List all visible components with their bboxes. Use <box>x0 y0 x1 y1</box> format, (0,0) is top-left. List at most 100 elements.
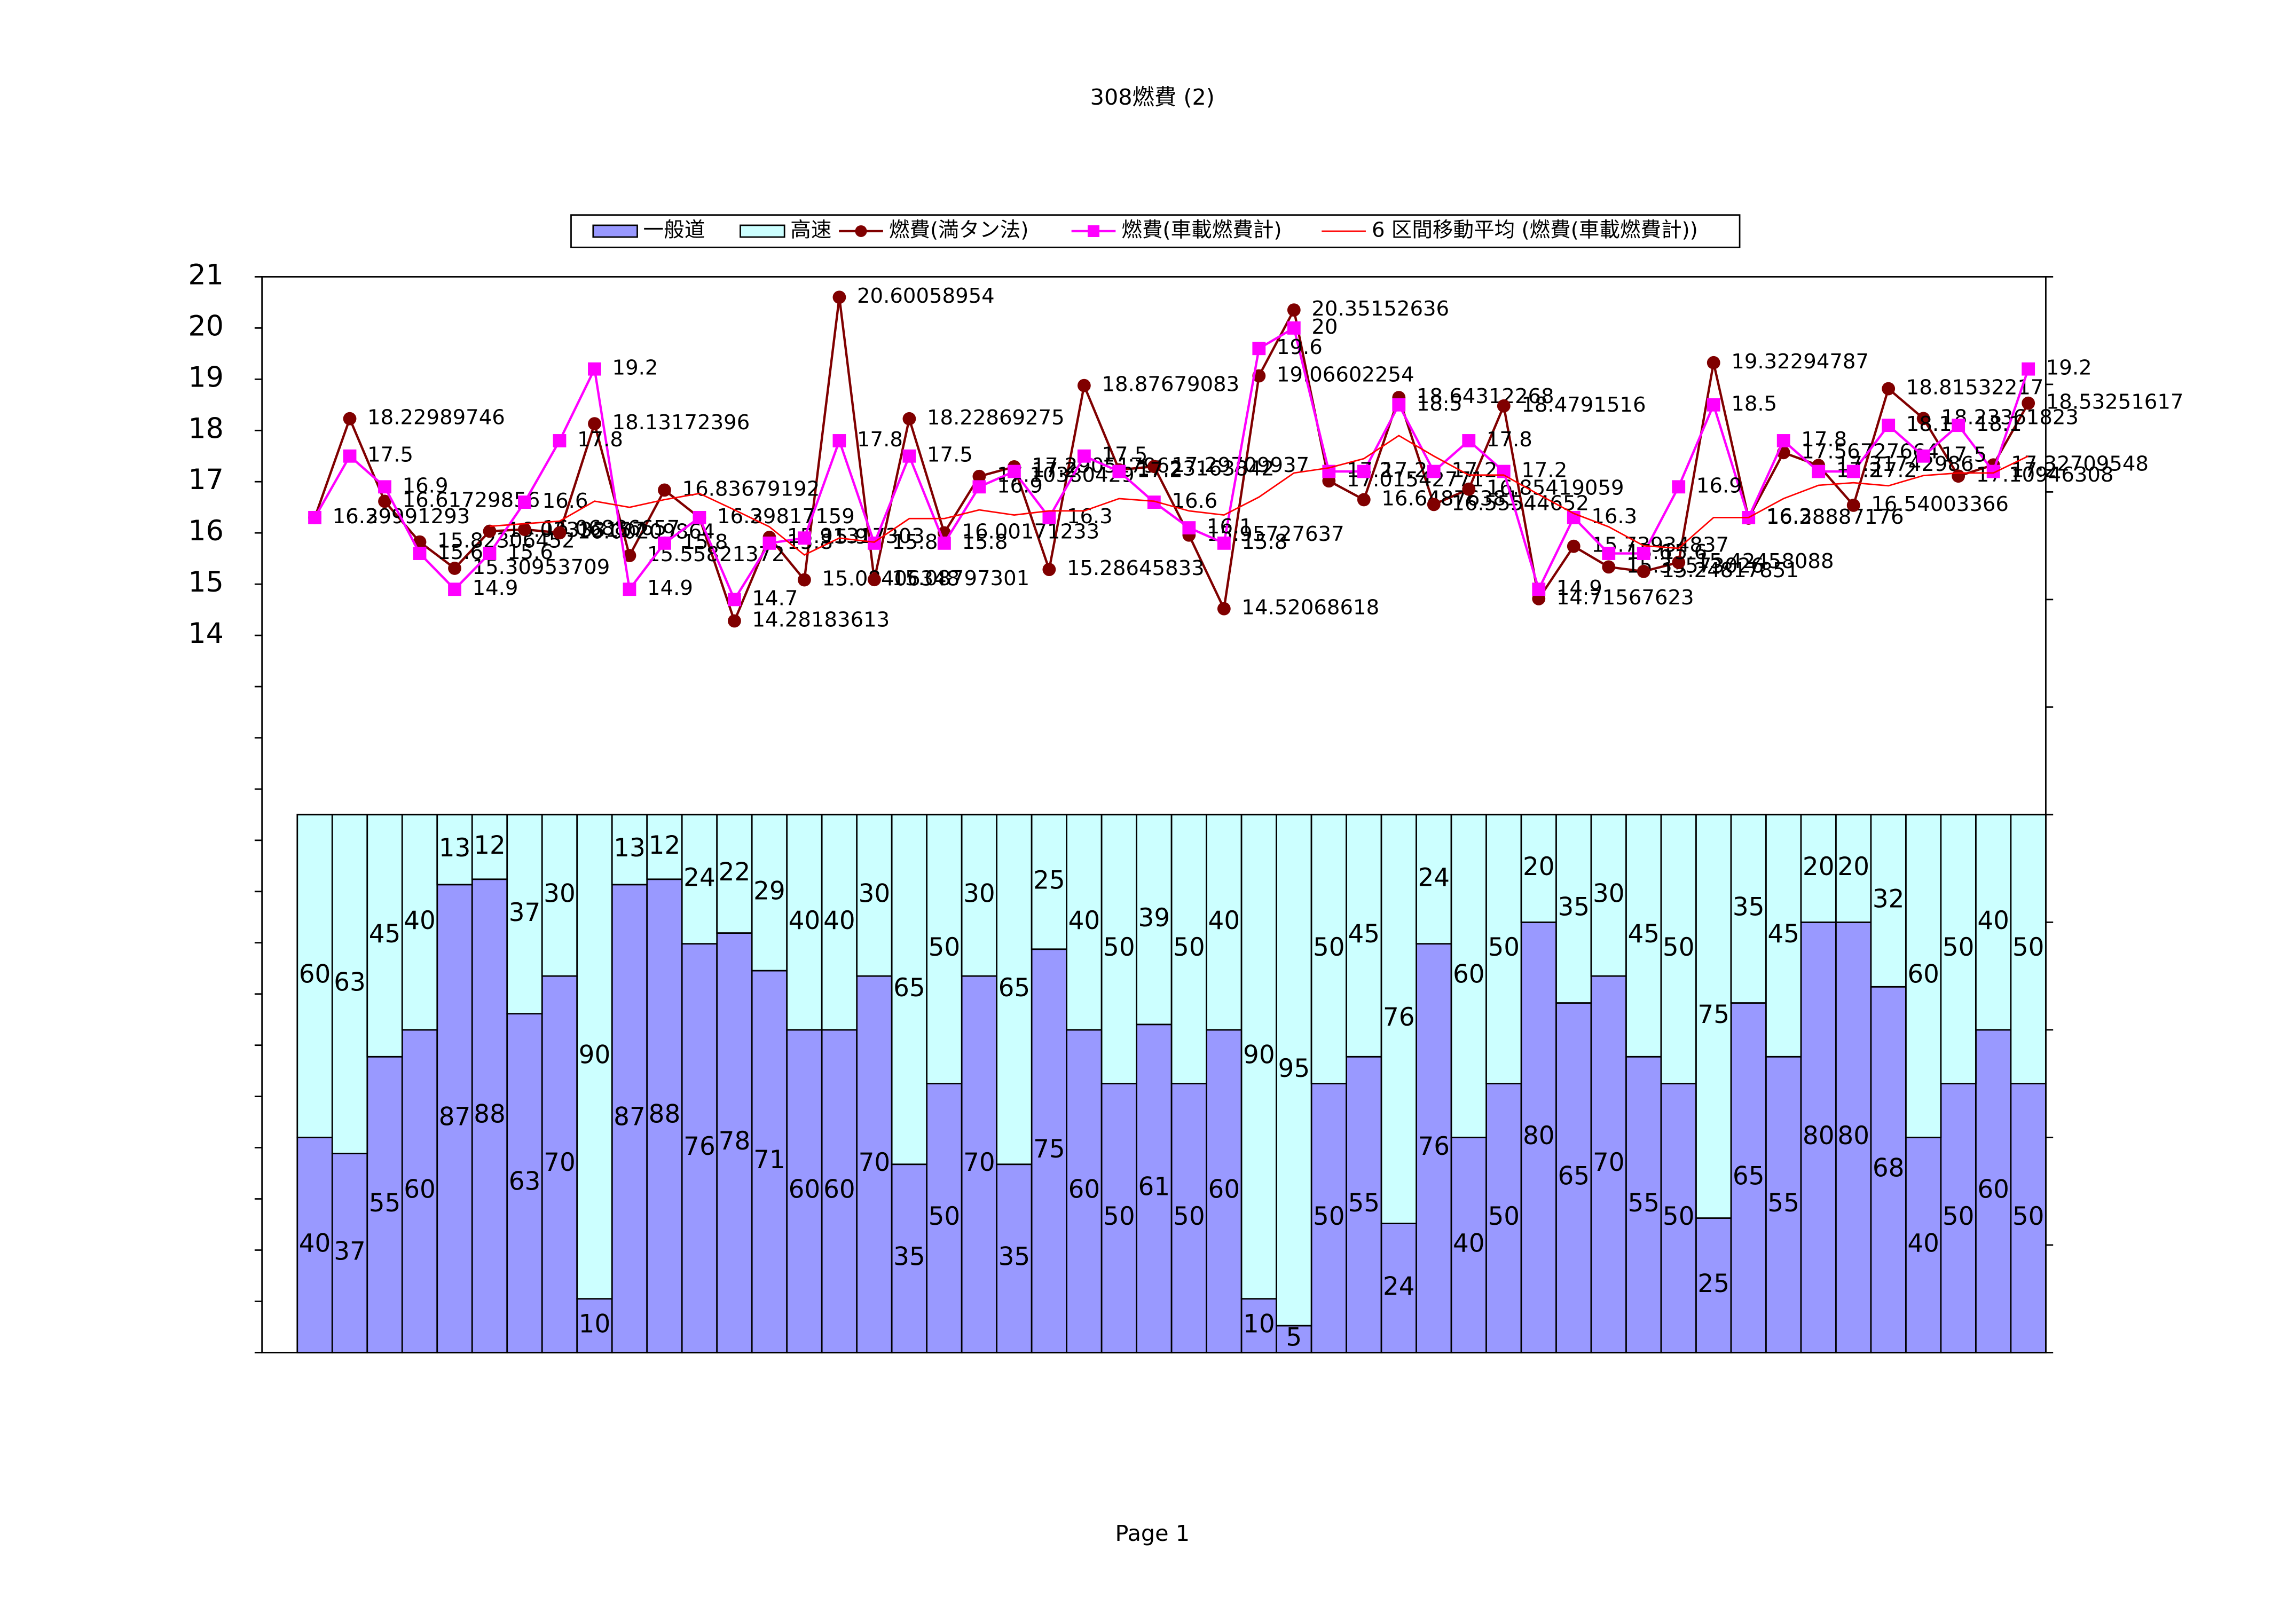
point-marker <box>868 573 881 587</box>
bar-label: 24 <box>1418 863 1450 892</box>
bar-label: 40 <box>1068 907 1100 935</box>
y-tick-label: 19 <box>188 361 224 393</box>
bar-label: 45 <box>369 920 401 949</box>
data-label: 17.8 <box>577 428 623 452</box>
point-marker <box>832 434 846 447</box>
bar-segment <box>1730 814 1767 1004</box>
point-marker <box>972 480 986 494</box>
bar-label: 60 <box>789 1176 821 1204</box>
point-marker <box>1112 464 1126 478</box>
data-label: 16.06886657 <box>542 516 680 540</box>
point-marker <box>1462 482 1476 496</box>
data-label: 17.2 <box>1032 459 1078 483</box>
page-footer: Page 1 <box>1115 1521 1190 1546</box>
point-marker <box>1672 555 1686 569</box>
bar-segment <box>1625 1056 1662 1353</box>
bar-segment <box>1695 1217 1732 1353</box>
point-marker <box>518 495 531 509</box>
point-marker <box>378 480 391 494</box>
bar-label: 40 <box>1907 1229 1939 1258</box>
y-tick-label: 21 <box>188 258 224 291</box>
bar-segment <box>1800 814 1837 923</box>
bar-label: 95 <box>1278 1054 1310 1083</box>
point-marker <box>1182 521 1196 534</box>
data-label: 17.5 <box>1941 443 1987 467</box>
data-label: 16.29817159 <box>717 505 855 529</box>
point-marker <box>1812 464 1826 478</box>
bar-label: 68 <box>1873 1154 1905 1183</box>
data-label: 15.08797301 <box>892 566 1029 590</box>
point-marker <box>1252 342 1266 356</box>
bar-label: 75 <box>1033 1135 1065 1164</box>
bar-segment <box>1765 814 1802 1058</box>
data-label: 16.3 <box>333 505 379 529</box>
bar-label: 76 <box>1418 1132 1450 1161</box>
bar-label: 63 <box>334 969 366 997</box>
bar-segment <box>1170 814 1207 1085</box>
data-label: 18.13172396 <box>612 411 750 435</box>
bar-label: 29 <box>753 877 785 906</box>
point-marker <box>1952 469 1965 483</box>
data-label: 16.61729856 <box>403 488 540 512</box>
bar-label: 60 <box>299 960 331 989</box>
data-label: 18.1 <box>1906 412 1952 436</box>
data-label: 18.5 <box>1417 392 1462 416</box>
point-marker <box>832 290 846 304</box>
bar-segment <box>541 814 578 977</box>
bar-label: 61 <box>1138 1173 1170 1202</box>
data-label: 15.28645833 <box>1067 556 1205 580</box>
bar-label: 37 <box>334 1237 366 1266</box>
bar-segment <box>716 932 753 1353</box>
y-tick-label: 15 <box>188 566 224 599</box>
legend-label: 燃費(満タン法) <box>889 218 1029 242</box>
bar-segment <box>1800 922 1837 1353</box>
data-label: 19.6 <box>1277 335 1323 359</box>
line <box>313 326 2030 602</box>
bar-segment <box>436 884 473 1353</box>
point-marker <box>1602 560 1616 574</box>
data-label: 16.6 <box>1171 489 1217 513</box>
bar-segment <box>471 878 508 1353</box>
data-label: 16.3 <box>1591 505 1637 529</box>
bar-segment <box>576 814 613 1300</box>
chart-title: 308燃費 (2) <box>1090 84 1215 110</box>
point-marker <box>623 549 636 562</box>
point-marker <box>623 582 636 596</box>
bar-segment <box>1835 814 1872 923</box>
y-tick-label: 18 <box>188 412 224 445</box>
data-label: 17.2 <box>1871 459 1917 483</box>
bar-segment <box>1940 814 1977 1085</box>
data-label: 16.83679192 <box>682 477 820 501</box>
point-marker <box>798 573 811 587</box>
bar-label: 40 <box>299 1229 331 1258</box>
bar-segment <box>1905 814 1942 1138</box>
data-label: 17.5 <box>1102 443 1147 467</box>
bar-label: 50 <box>1103 1202 1135 1231</box>
data-label: 15.6 <box>437 540 483 564</box>
bar-label: 13 <box>614 834 646 863</box>
data-label: 17.2 <box>1137 459 1183 483</box>
data-label: 15.6 <box>1661 540 1707 564</box>
bar-segment <box>296 814 333 1138</box>
point-marker <box>1532 582 1546 596</box>
bar-segment <box>366 814 403 1058</box>
point-marker <box>588 362 601 376</box>
point-marker <box>762 536 776 550</box>
bar-segment <box>1380 814 1417 1224</box>
bar-label: 65 <box>893 974 925 1003</box>
bar-label: 30 <box>1593 880 1625 909</box>
bar-label: 40 <box>823 907 855 935</box>
bar-segment <box>296 1136 333 1353</box>
bar-label: 55 <box>369 1189 401 1218</box>
bar-label: 50 <box>1488 1202 1520 1231</box>
bar-label: 50 <box>1943 1202 1975 1231</box>
point-marker <box>658 483 671 497</box>
data-label: 17.32709548 <box>2011 452 2149 476</box>
point-marker <box>448 582 461 596</box>
data-label: 14.9 <box>647 576 693 600</box>
point-marker <box>1147 460 1161 474</box>
bar-label: 70 <box>1593 1148 1625 1177</box>
data-label: 17.2 <box>1381 459 1427 483</box>
bar-segment <box>366 1056 403 1353</box>
